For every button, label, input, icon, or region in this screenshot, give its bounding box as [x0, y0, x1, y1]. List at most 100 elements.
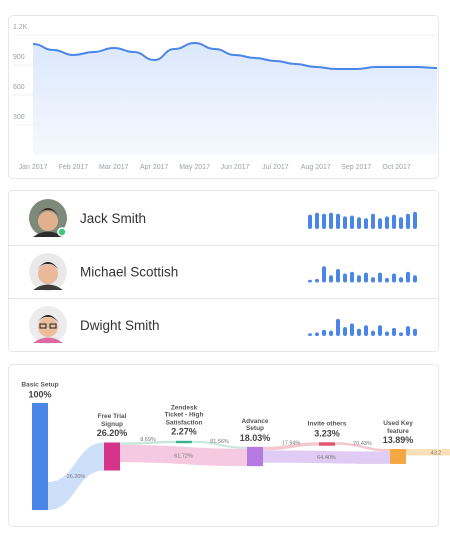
flow	[406, 449, 450, 456]
y-tick-label: 900	[13, 54, 25, 61]
people-panel	[8, 190, 439, 352]
stage-label: Zendesk Ticket - High Satisfaction 2.27%	[161, 404, 207, 438]
activity-bar	[343, 273, 347, 283]
flow	[120, 440, 176, 445]
activity-bar	[399, 332, 403, 336]
flow-label: 64.40%	[317, 455, 336, 461]
activity-bar	[308, 214, 312, 229]
avatar	[29, 253, 67, 291]
online-dot	[57, 227, 67, 237]
x-tick-label: May 2017	[179, 164, 210, 171]
activity-bar	[413, 211, 417, 229]
x-tick-label: Jun 2017	[221, 164, 250, 171]
stage-name: Advance Setup	[241, 417, 269, 433]
avatar	[29, 306, 67, 344]
x-tick-label: Aug 2017	[301, 164, 331, 171]
flow-label: 70.43%	[353, 441, 372, 447]
activity-bar	[406, 326, 410, 336]
flow-label: 26.20%	[67, 474, 86, 480]
flow	[263, 450, 390, 464]
activity-bar	[371, 330, 375, 336]
activity-bar	[413, 275, 417, 283]
x-tick-label: Feb 2017	[59, 164, 89, 171]
activity-bar	[392, 327, 396, 336]
activity-bar	[392, 214, 396, 229]
stage-bar	[32, 403, 48, 510]
activity-bar	[343, 216, 347, 229]
activity-bar	[364, 218, 368, 229]
x-tick-label: Oct 2017	[382, 164, 411, 171]
stage-name: Used Key feature	[383, 420, 413, 435]
stage-label: Free Trial Signup 26.20%	[89, 413, 135, 439]
activity-bar	[385, 216, 389, 229]
stage-value: 100%	[28, 389, 52, 399]
stage-bar	[247, 446, 263, 467]
y-tick-label: 600	[13, 84, 25, 91]
person-name: Michael Scottish	[80, 265, 178, 280]
stage-name: Free Trial Signup	[97, 413, 127, 428]
stage-bar	[319, 442, 335, 446]
stage-value: 2.27%	[171, 426, 197, 437]
area	[33, 43, 437, 155]
activity-bar	[364, 272, 368, 283]
activity-bar	[357, 217, 361, 229]
activity-bar	[406, 213, 410, 229]
flow-label: 8.69%	[140, 437, 156, 443]
activity-bar	[385, 331, 389, 336]
x-tick-label: Mar 2017	[99, 164, 129, 171]
activity-bar	[322, 329, 326, 336]
stage-name: Invite others	[307, 420, 347, 428]
y-tick-label: 300	[13, 114, 25, 121]
stage-value: 13.89%	[382, 435, 414, 446]
activity-bar	[329, 275, 333, 283]
activity-bar	[357, 328, 361, 336]
stage-name: Basic Setup	[21, 381, 59, 389]
activity-bar	[378, 272, 382, 283]
activity-bar	[357, 275, 361, 283]
activity-bar	[336, 318, 340, 336]
activity-bar	[308, 279, 312, 283]
flow	[48, 442, 104, 510]
activity-bar	[336, 213, 340, 229]
activity-bar	[399, 217, 403, 229]
stage-bar	[390, 449, 406, 464]
activity-bar	[385, 278, 389, 283]
stage-label: Used Key feature 13.89%	[375, 420, 421, 446]
stage-value: 26.20%	[96, 428, 128, 439]
x-tick-label: Sep 2017	[341, 164, 371, 171]
flow	[335, 442, 390, 452]
stage-value: 3.23%	[314, 428, 340, 439]
stage-name: Zendesk Ticket - High Satisfaction	[164, 404, 204, 427]
y-tick-label: 1.2K	[13, 24, 28, 31]
activity-bar	[329, 212, 333, 229]
avatar	[29, 199, 67, 237]
x-tick-label: Jan 2017	[19, 164, 48, 171]
flow-label: 43.2	[431, 450, 442, 456]
flow-label: 17.94%	[282, 440, 301, 446]
activity-bar	[322, 266, 326, 283]
line	[32, 41, 438, 70]
stage-bar	[176, 440, 192, 444]
stage-label: Advance Setup 18.03%	[232, 418, 278, 444]
activity-bar	[378, 325, 382, 336]
activity-bar	[315, 278, 319, 283]
flow-label: 61.72%	[174, 454, 193, 460]
activity-bar	[315, 212, 319, 229]
activity-bar	[350, 323, 354, 336]
activity-bar	[315, 332, 319, 336]
activity-bar	[308, 333, 312, 336]
activity-bar	[371, 213, 375, 229]
stage-bar	[104, 442, 120, 471]
activity-bar	[406, 271, 410, 283]
activity-bar	[322, 213, 326, 229]
x-tick-label: Jul 2017	[262, 164, 289, 171]
activity-bar	[350, 215, 354, 229]
activity-bar	[378, 218, 382, 229]
activity-bar	[392, 273, 396, 283]
person-name: Jack Smith	[80, 211, 146, 226]
activity-bar	[329, 330, 333, 336]
activity-bar	[371, 277, 375, 283]
flow	[192, 440, 247, 449]
flow-label: 81.56%	[210, 439, 229, 445]
